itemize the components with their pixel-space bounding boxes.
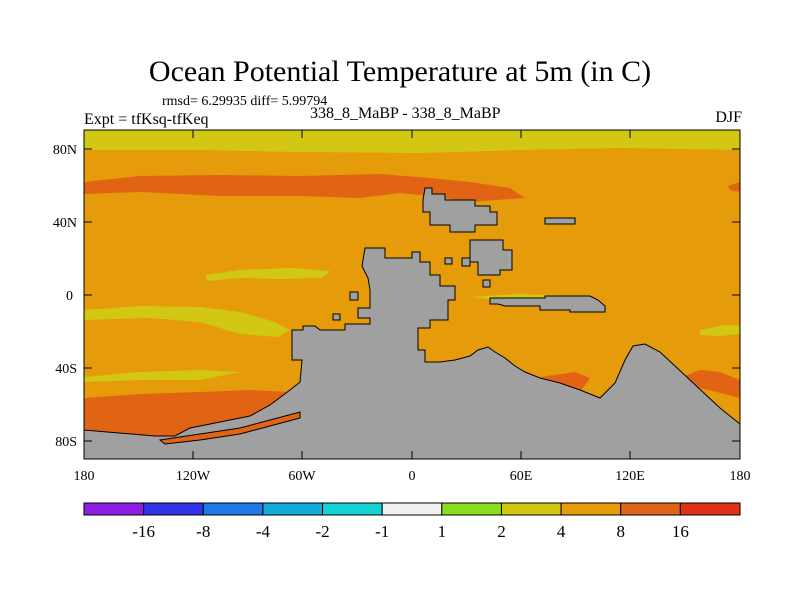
margin-warm-streak <box>158 411 301 445</box>
colorbar-swatch <box>620 502 681 516</box>
north-warm-band <box>84 174 525 202</box>
stats-line: rmsd= 6.29935 diff= 5.99794 <box>162 94 328 109</box>
lon-label-180w: 180 <box>74 469 95 484</box>
colorbar-label: -8 <box>196 522 210 541</box>
landmass-east-block <box>469 239 513 276</box>
colorbar-label: -4 <box>256 522 271 541</box>
lat-tick-marks <box>84 148 740 442</box>
landmass-small-isle-5 <box>332 313 341 321</box>
north-warm-band-east <box>728 182 740 192</box>
colorbar-label: -2 <box>315 522 329 541</box>
colorbar-label: -16 <box>132 522 155 541</box>
lat-label-0: 0 <box>66 289 73 304</box>
lon-label-180e: 180 <box>730 469 751 484</box>
season-label: DJF <box>715 109 742 126</box>
landmass-equatorial-strip <box>489 295 606 313</box>
lon-label-0: 0 <box>409 469 416 484</box>
colorbar-label: 16 <box>672 522 689 541</box>
colorbar: -16 -8 -4 -2 -1 1 2 4 8 16 <box>83 502 741 541</box>
colorbar-swatch <box>679 502 741 516</box>
landmass-eurasia-north <box>422 187 498 233</box>
colorbar-label: -1 <box>375 522 389 541</box>
lat-label-40n: 40N <box>53 216 77 231</box>
colorbar-swatch <box>143 502 204 516</box>
colorbar-swatch <box>441 502 502 516</box>
landmass-northeast-island <box>544 217 576 225</box>
lat-label-40s: 40S <box>55 362 77 377</box>
lon-label-60e: 60E <box>510 469 533 484</box>
case-label: 338_8_MaBP - 338_8_MaBP <box>310 105 501 122</box>
colorbar-swatch <box>381 502 443 516</box>
landmass-small-isle-4 <box>349 291 359 301</box>
landmass-small-isle-3 <box>482 279 491 288</box>
lon-label-120w: 120W <box>176 469 211 484</box>
lon-label-120e: 120E <box>615 469 645 484</box>
arctic-cool-band <box>84 130 740 153</box>
colorbar-swatch <box>83 502 145 516</box>
colorbar-label: 8 <box>616 522 625 541</box>
south-warm-patch-2 <box>680 370 740 398</box>
lat-tick-labels: 80N 40N 0 40S 80S <box>53 143 77 450</box>
colorbar-swatch <box>202 502 264 516</box>
colorbar-swatch <box>560 502 622 516</box>
lat-label-80s: 80S <box>55 435 77 450</box>
landmass-small-isle-2 <box>444 257 453 265</box>
lon-label-60w: 60W <box>288 469 316 484</box>
landmass-small-isle-1 <box>461 257 471 267</box>
lat-label-80n: 80N <box>53 143 77 158</box>
plot-title: Ocean Potential Temperature at 5m (in C) <box>148 55 652 88</box>
colorbar-swatch <box>500 502 562 516</box>
landmass-main <box>83 247 741 460</box>
colorbar-label: 1 <box>438 522 447 541</box>
colorbar-label: 4 <box>557 522 566 541</box>
tropical-cool-patch-2 <box>84 306 290 337</box>
colorbar-swatch <box>322 502 383 516</box>
southern-cool-patch <box>84 370 240 382</box>
experiment-label: Expt = tfKsq-tfKeq <box>84 111 209 128</box>
lon-tick-marks <box>192 130 631 459</box>
colorbar-swatch <box>262 502 324 516</box>
colorbar-label: 2 <box>497 522 506 541</box>
landmass-group <box>83 187 741 460</box>
lon-tick-labels: 180 120W 60W 0 60E 120E 180 <box>74 469 751 484</box>
tropical-cool-patch-4 <box>700 325 740 336</box>
tropical-cool-patch-1 <box>205 268 330 281</box>
